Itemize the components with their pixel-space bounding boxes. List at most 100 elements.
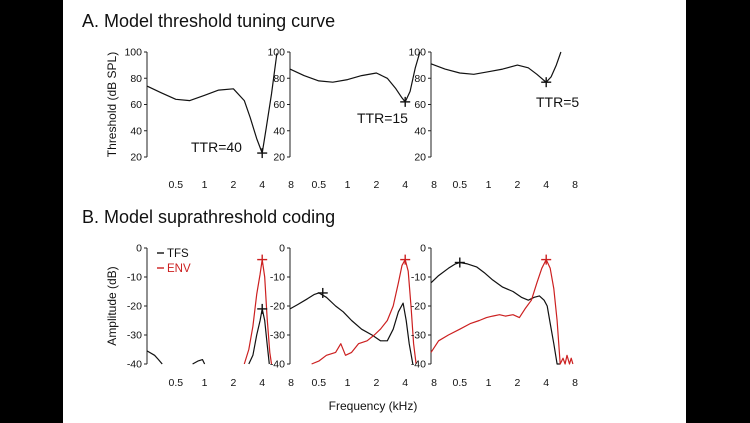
series-line-tfs xyxy=(146,350,163,365)
ttr-annotation: TTR=15 xyxy=(357,110,408,126)
y-tick-label: -30 xyxy=(411,330,426,342)
series-line-tfs xyxy=(192,359,206,365)
y-tick-label: -40 xyxy=(270,359,285,371)
y-tick-label: 40 xyxy=(130,125,142,137)
x-tick-label: 0.5 xyxy=(168,377,183,389)
series-line-threshold xyxy=(146,53,278,154)
series-line-tfs xyxy=(289,292,414,365)
y-tick-label: -10 xyxy=(127,272,142,284)
x-tick-label: 8 xyxy=(288,377,294,389)
y-tick-label: -40 xyxy=(411,359,426,371)
x-tick-label: 8 xyxy=(288,179,294,191)
y-tick-label: 100 xyxy=(408,47,426,59)
legend-label: ENV xyxy=(167,263,191,275)
y-tick-label: 60 xyxy=(130,99,142,111)
x-tick-label: 1 xyxy=(345,179,351,191)
y-tick-label: 40 xyxy=(414,125,426,137)
plot-panel-1: 20 40 60 80 100 0.5 1 2 4 8 Threshold (dB SPL) TTR=… xyxy=(105,47,294,192)
x-tick-label: 1 xyxy=(345,377,351,389)
x-tick-label: 0.5 xyxy=(311,179,326,191)
marker-plus-tfs xyxy=(317,287,328,298)
y-tick-label: -10 xyxy=(411,272,426,284)
x-tick-label: 1 xyxy=(486,377,492,389)
x-tick-label: 0.5 xyxy=(452,377,467,389)
x-tick-label: 4 xyxy=(259,179,265,191)
x-axis-label: Frequency (kHz) xyxy=(329,399,418,413)
y-tick-label: -20 xyxy=(127,301,142,313)
x-tick-label: 4 xyxy=(543,377,549,389)
y-tick-label: 0 xyxy=(279,243,285,255)
marker-plus-threshold xyxy=(400,96,411,107)
x-tick-label: 8 xyxy=(431,377,437,389)
plot-panel-5: -40 -30 -20 -10 0 0.5 1 2 4 8 xyxy=(270,243,437,390)
x-tick-label: 2 xyxy=(230,179,236,191)
y-tick-label: -20 xyxy=(411,301,426,313)
x-tick-label: 2 xyxy=(230,377,236,389)
x-tick-label: 2 xyxy=(373,377,379,389)
x-tick-label: 0.5 xyxy=(168,179,183,191)
y-tick-label: -30 xyxy=(127,330,142,342)
y-axis-title: Threshold (dB SPL) xyxy=(105,52,119,157)
x-tick-label: 1 xyxy=(202,179,208,191)
series-line-env xyxy=(311,259,417,365)
x-tick-label: 4 xyxy=(402,377,408,389)
panel-a-title: A. Model threshold tuning curve xyxy=(82,11,335,31)
x-tick-label: 1 xyxy=(202,377,208,389)
y-tick-label: 100 xyxy=(267,47,285,59)
x-tick-label: 8 xyxy=(572,377,578,389)
marker-plus-tfs xyxy=(454,257,465,268)
marker-plus-tfs xyxy=(257,303,268,314)
y-axis-title: Amplitude (dB) xyxy=(105,266,119,345)
series-line-env xyxy=(430,259,574,365)
panel-b-title: B. Model suprathreshold coding xyxy=(82,207,335,227)
x-tick-label: 4 xyxy=(402,179,408,191)
x-tick-label: 2 xyxy=(514,377,520,389)
plot-panel-6: -40 -30 -20 -10 0 0.5 1 2 4 8 xyxy=(411,243,578,390)
y-tick-label: -10 xyxy=(270,272,285,284)
y-tick-label: 80 xyxy=(273,73,285,85)
marker-plus-env xyxy=(400,254,411,265)
marker-plus-threshold xyxy=(541,77,552,88)
x-tick-label: 2 xyxy=(514,179,520,191)
y-tick-label: 20 xyxy=(273,152,285,164)
plot-panel-4: -40 -30 -20 -10 0 0.5 1 2 4 8 Amplitude (dB) TFS ENV xyxy=(105,243,294,390)
x-tick-label: 8 xyxy=(431,179,437,191)
x-tick-label: 2 xyxy=(373,179,379,191)
ttr-annotation: TTR=40 xyxy=(191,139,242,155)
y-tick-label: 80 xyxy=(414,73,426,85)
y-tick-label: 100 xyxy=(124,47,142,59)
plot-panel-3: 20 40 60 80 100 0.5 1 2 4 8 TTR=5 xyxy=(408,47,579,192)
y-tick-label: -40 xyxy=(127,359,142,371)
plot-panel-2: 20 40 60 80 100 0.5 1 2 4 8 TTR=15 xyxy=(267,47,437,192)
x-tick-label: 4 xyxy=(259,377,265,389)
ttr-annotation: TTR=5 xyxy=(536,94,579,110)
legend-label: TFS xyxy=(167,248,189,260)
series-line-tfs xyxy=(248,308,270,365)
y-tick-label: 0 xyxy=(420,243,426,255)
y-tick-label: 60 xyxy=(414,99,426,111)
marker-plus-threshold xyxy=(257,148,268,159)
figure-canvas: A. Model threshold tuning curve B. Model… xyxy=(63,0,686,423)
y-tick-label: 60 xyxy=(273,99,285,111)
y-tick-label: 20 xyxy=(414,152,426,164)
series-line-threshold xyxy=(430,51,562,83)
y-tick-label: -20 xyxy=(270,301,285,313)
series-line-env xyxy=(243,259,273,365)
y-tick-label: 80 xyxy=(130,73,142,85)
y-tick-label: 20 xyxy=(130,152,142,164)
marker-plus-env xyxy=(541,254,552,265)
figure: A. Model threshold tuning curve B. Model… xyxy=(82,11,579,413)
series-line-tfs xyxy=(430,261,561,365)
x-tick-label: 0.5 xyxy=(452,179,467,191)
x-tick-label: 1 xyxy=(486,179,492,191)
series-line-threshold xyxy=(289,51,421,103)
x-tick-label: 8 xyxy=(572,179,578,191)
marker-plus-env xyxy=(257,254,268,265)
x-tick-label: 4 xyxy=(543,179,549,191)
y-tick-label: -30 xyxy=(270,330,285,342)
x-tick-label: 0.5 xyxy=(311,377,326,389)
y-tick-label: 0 xyxy=(136,243,142,255)
y-tick-label: 40 xyxy=(273,125,285,137)
